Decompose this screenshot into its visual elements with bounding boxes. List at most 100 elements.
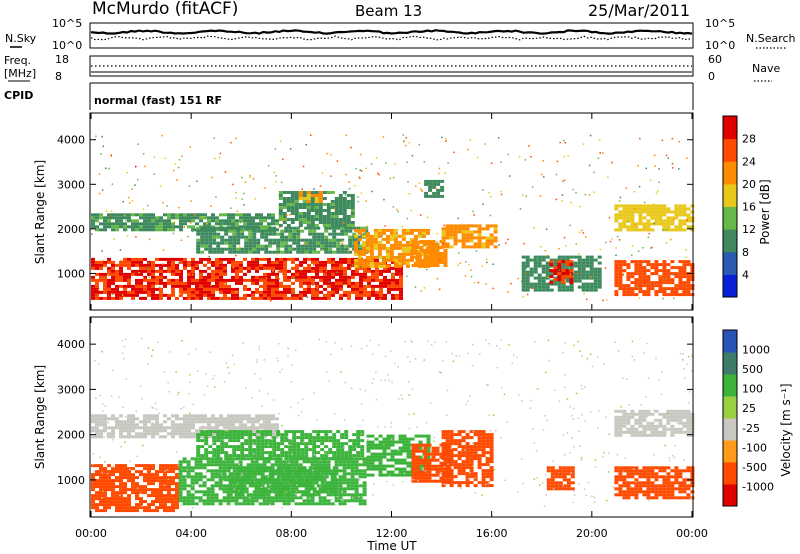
heatmap-cell (264, 244, 269, 248)
heatmap-cell (147, 281, 151, 285)
heatmap-speckle (611, 238, 614, 240)
heatmap-cell (99, 228, 103, 232)
heatmap-cell (565, 260, 570, 264)
heatmap-cell (252, 226, 257, 230)
heatmap-cell (115, 509, 119, 513)
heatmap-cell (267, 260, 271, 264)
heatmap-speckle (359, 177, 361, 179)
heatmap-cell (658, 216, 663, 220)
heatmap-cell (300, 457, 305, 461)
heatmap-cell (630, 210, 635, 214)
heatmap-cell (151, 464, 155, 468)
heatmap-cell (95, 506, 99, 510)
heatmap-cell (312, 466, 317, 470)
heatmap-cell (393, 261, 398, 265)
heatmap-cell (421, 231, 426, 235)
heatmap-speckle (348, 181, 350, 183)
heatmap-cell (389, 249, 394, 253)
heatmap-cell (435, 255, 440, 258)
heatmap-cell (361, 228, 366, 232)
heatmap-cell (682, 269, 687, 273)
heatmap-cell (215, 228, 219, 232)
heatmap-cell (290, 499, 295, 503)
heatmap-cell (147, 263, 151, 267)
heatmap-cell (183, 281, 187, 285)
heatmap-cell (338, 212, 343, 215)
heatmap-cell (435, 246, 440, 249)
heatmap-cell (402, 467, 407, 471)
heatmap-cell (332, 244, 337, 248)
heatmap-cell (618, 287, 623, 291)
heatmap-cell (131, 263, 135, 267)
heatmap-cell (279, 290, 283, 294)
heatmap-cell (179, 281, 183, 285)
heatmap-cell (272, 439, 277, 443)
heatmap-speckle (267, 231, 269, 234)
heatmap-cell (436, 191, 441, 195)
heatmap-cell (296, 244, 301, 248)
heatmap-cell (123, 473, 127, 477)
heatmap-cell (431, 473, 436, 477)
heatmap-cell (232, 244, 237, 248)
heatmap-cell (323, 293, 327, 297)
heatmap-cell (361, 252, 366, 256)
heatmap-cell (236, 472, 241, 476)
heatmap-cell (650, 281, 655, 285)
heatmap-cell (256, 436, 261, 440)
heatmap-cell (441, 430, 446, 434)
heatmap-cell (662, 275, 667, 279)
heatmap-cell (196, 229, 201, 233)
heatmap-cell (183, 414, 187, 418)
heatmap-cell (292, 235, 297, 239)
heatmap-cell (312, 487, 317, 491)
heatmap-cell (267, 275, 271, 279)
heatmap-cell (354, 460, 359, 464)
heatmap-cell (366, 458, 371, 462)
heatmap-speckle (350, 266, 352, 269)
heatmap-cell (493, 227, 498, 231)
heatmap-speckle (361, 170, 363, 172)
heatmap-cell (123, 284, 127, 288)
heatmap-cell (316, 493, 321, 497)
heatmap-cell (91, 278, 95, 282)
heatmap-cell (115, 219, 119, 223)
heatmap-cell (147, 272, 151, 276)
heatmap-cell (670, 266, 675, 270)
heatmap-cell (354, 469, 359, 473)
heatmap-cell (294, 203, 299, 206)
heatmap-cell (288, 244, 293, 248)
heatmap-cell (335, 266, 339, 270)
heatmap-cell (183, 432, 187, 436)
heatmap-cell (226, 487, 231, 491)
heatmap-speckle (423, 161, 426, 163)
heatmap-cell (423, 467, 428, 471)
heatmap-cell (159, 426, 163, 430)
heatmap-cell (167, 278, 171, 282)
heatmap-cell (131, 479, 135, 483)
heatmap-cell (347, 263, 351, 267)
heatmap-cell (618, 204, 623, 208)
heatmap-cell (674, 228, 679, 232)
heatmap-cell (127, 470, 131, 474)
heatmap-cell (288, 226, 293, 230)
heatmap-cell (525, 276, 530, 280)
heatmap-cell (171, 213, 175, 217)
heatmap-cell (291, 257, 295, 261)
heatmap-cell (312, 457, 317, 461)
heatmap-cell (350, 484, 355, 488)
heatmap-speckle (344, 194, 347, 196)
heatmap-cell (272, 229, 277, 233)
heatmap-speckle (162, 263, 164, 265)
heatmap-speckle (270, 300, 272, 302)
heatmap-cell (179, 417, 183, 421)
heatmap-cell (371, 290, 375, 294)
heatmap-cell (230, 475, 235, 479)
heatmap-cell (271, 219, 275, 223)
heatmap-cell (417, 228, 422, 232)
heatmap-cell (352, 445, 357, 449)
heatmap-cell (151, 476, 155, 480)
heatmap-cell (426, 449, 431, 453)
heatmap-cell (348, 454, 353, 458)
heatmap-cell (298, 212, 303, 215)
heatmap-cell (322, 463, 327, 467)
